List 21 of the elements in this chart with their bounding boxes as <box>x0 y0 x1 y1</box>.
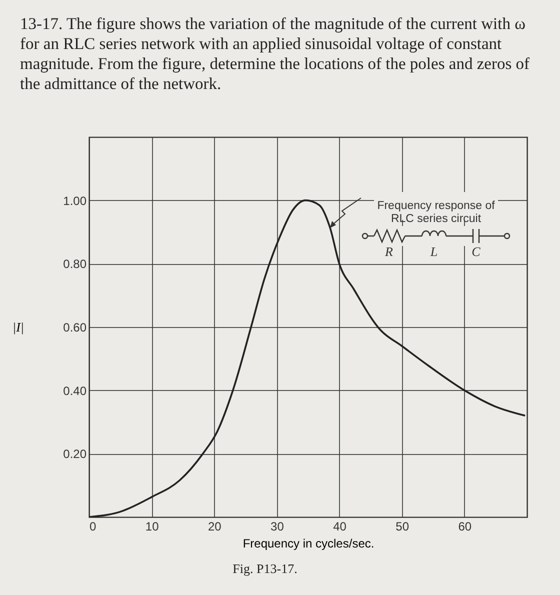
y-tick-label: 1.00 <box>63 194 87 208</box>
y-tick-label: 0.80 <box>63 257 87 272</box>
y-tick-label: 0.60 <box>63 320 87 334</box>
y-axis-title: |I| <box>12 320 24 334</box>
y-tick-label: 0.40 <box>63 384 87 398</box>
annotation: L <box>429 244 438 259</box>
y-tick-label: 0.20 <box>63 447 87 462</box>
x-tick-label: 0 <box>90 520 96 534</box>
x-tick-label: 50 <box>396 520 410 534</box>
x-tick-label: 20 <box>208 520 222 534</box>
x-axis-title: Frequency in cycles/sec. <box>242 536 374 550</box>
annotation: C <box>472 244 481 259</box>
annotation: R <box>384 244 394 259</box>
caption: Fig. P13-17. <box>232 561 298 576</box>
x-tick-label: 60 <box>458 520 472 534</box>
annotation: Frequency response of RLC series circuit <box>377 200 496 225</box>
x-tick-label: 30 <box>270 520 284 534</box>
x-tick-label: 10 <box>145 520 160 534</box>
line-series <box>89 199 526 517</box>
x-tick-label: 40 <box>333 520 347 534</box>
chart-title: 13-17. The figure shows the variation of the magnitude of the current with ω for an RLC series network with an applied sinusoidal voltage of constant magnitude. From the figure, determine the locations of the poles and zeros of the admittance of the network. <box>20 14 531 94</box>
